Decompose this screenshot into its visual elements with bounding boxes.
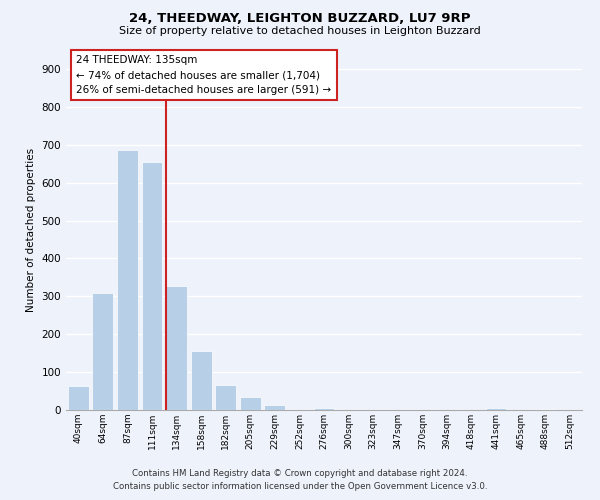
- Bar: [68, 386, 89, 410]
- Bar: [535, 409, 556, 410]
- Bar: [92, 292, 113, 410]
- Y-axis label: Number of detached properties: Number of detached properties: [26, 148, 36, 312]
- Bar: [191, 352, 212, 410]
- Bar: [142, 162, 163, 410]
- Text: Contains public sector information licensed under the Open Government Licence v3: Contains public sector information licen…: [113, 482, 487, 491]
- Bar: [117, 150, 138, 410]
- Bar: [485, 408, 506, 410]
- Bar: [240, 396, 261, 410]
- Bar: [166, 286, 187, 410]
- Text: 24, THEEDWAY, LEIGHTON BUZZARD, LU7 9RP: 24, THEEDWAY, LEIGHTON BUZZARD, LU7 9RP: [129, 12, 471, 26]
- Bar: [215, 386, 236, 410]
- Bar: [265, 405, 286, 410]
- Text: Size of property relative to detached houses in Leighton Buzzard: Size of property relative to detached ho…: [119, 26, 481, 36]
- Text: 24 THEEDWAY: 135sqm
← 74% of detached houses are smaller (1,704)
26% of semi-det: 24 THEEDWAY: 135sqm ← 74% of detached ho…: [76, 56, 331, 95]
- Text: Contains HM Land Registry data © Crown copyright and database right 2024.: Contains HM Land Registry data © Crown c…: [132, 468, 468, 477]
- Bar: [314, 408, 334, 410]
